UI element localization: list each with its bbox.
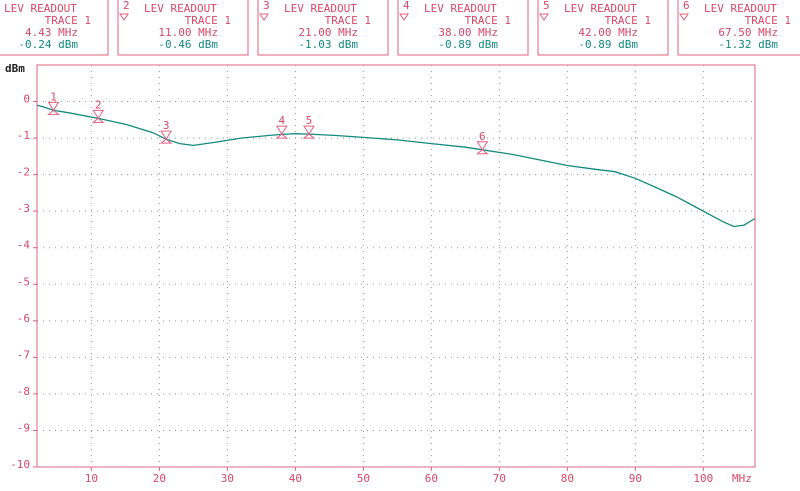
x-tick-label: 50	[357, 472, 370, 485]
y-tick-label: -9	[17, 421, 30, 434]
readout-box	[537, 0, 669, 56]
readout-icon	[539, 13, 549, 21]
readout-icon	[119, 13, 129, 21]
readout-trace: TRACE 1	[745, 14, 791, 27]
marker	[159, 130, 173, 144]
marker-label: 5	[306, 114, 313, 127]
readout-freq: 67.50 MHz	[718, 26, 778, 39]
y-tick-label: -4	[17, 239, 31, 252]
readout-freq: 4.43 MHz	[25, 26, 78, 39]
readout-title: LEV READOUT	[144, 2, 217, 15]
readout-index: 5	[543, 0, 550, 12]
readout-title: LEV READOUT	[4, 2, 77, 15]
plot-frame	[36, 64, 756, 468]
readout-trace: TRACE 1	[45, 14, 91, 27]
readout-title: LEV READOUT	[424, 2, 497, 15]
x-tick-label: 10	[85, 472, 98, 485]
readout-title: LEV READOUT	[284, 2, 357, 15]
x-unit: MHz	[732, 472, 752, 485]
y-tick-label: -7	[17, 348, 30, 361]
readout-level: -1.03 dBm	[298, 38, 358, 51]
x-tick-label: 40	[289, 472, 302, 485]
readout-trace: TRACE 1	[605, 14, 651, 27]
readout-title: LEV READOUT	[564, 2, 637, 15]
y-tick-label: 0	[23, 93, 30, 106]
marker	[475, 141, 489, 155]
y-tick-label: -2	[17, 166, 30, 179]
x-tick-label: 30	[221, 472, 234, 485]
readout-icon	[679, 13, 689, 21]
readout-box	[677, 0, 800, 56]
marker	[302, 125, 316, 139]
readout-freq: 21.00 MHz	[298, 26, 358, 39]
y-tick-label: -1	[17, 129, 30, 142]
readout-freq: 38.00 MHz	[438, 26, 498, 39]
marker-label: 6	[479, 130, 486, 143]
readout-title: LEV READOUT	[704, 2, 777, 15]
readout-level: -0.24 dBm	[18, 38, 78, 51]
readout-icon	[399, 13, 409, 21]
readout-level: -0.46 dBm	[158, 38, 218, 51]
readout-trace: TRACE 1	[185, 14, 231, 27]
readout-trace: TRACE 1	[325, 14, 371, 27]
readout-box	[0, 0, 109, 56]
y-tick-label: -5	[17, 275, 30, 288]
x-tick-label: 80	[561, 472, 574, 485]
y-tick-label: -6	[17, 312, 30, 325]
readout-level: -0.89 dBm	[578, 38, 638, 51]
readout-icon	[259, 13, 269, 21]
marker-label: 3	[163, 119, 170, 132]
x-tick-label: 70	[493, 472, 506, 485]
y-tick-label: -8	[17, 385, 30, 398]
marker-label: 1	[50, 90, 57, 103]
x-tick-label: 20	[153, 472, 166, 485]
readout-index: 6	[683, 0, 690, 12]
y-tick-label: -3	[17, 202, 30, 215]
x-tick-label: 60	[425, 472, 438, 485]
marker	[47, 101, 60, 115]
readout-index: 2	[123, 0, 130, 12]
readout-freq: 11.00 MHz	[158, 26, 218, 39]
readout-box	[257, 0, 389, 56]
trace-line	[36, 104, 756, 228]
marker	[275, 125, 289, 139]
marker-label: 4	[278, 114, 285, 127]
readout-level: -0.89 dBm	[438, 38, 498, 51]
readout-index: 4	[403, 0, 410, 12]
readout-index: 3	[263, 0, 270, 12]
readout-level: -1.32 dBm	[718, 38, 778, 51]
readout-freq: 42.00 MHz	[578, 26, 638, 39]
marker	[91, 109, 105, 123]
x-tick-label: 100	[693, 472, 713, 485]
readout-box	[397, 0, 529, 56]
x-tick-label: 90	[629, 472, 642, 485]
y-tick-label: -10	[10, 458, 30, 471]
y-unit: dBm	[5, 62, 25, 75]
marker-label: 2	[95, 98, 102, 111]
readout-trace: TRACE 1	[465, 14, 511, 27]
readout-box	[117, 0, 249, 56]
